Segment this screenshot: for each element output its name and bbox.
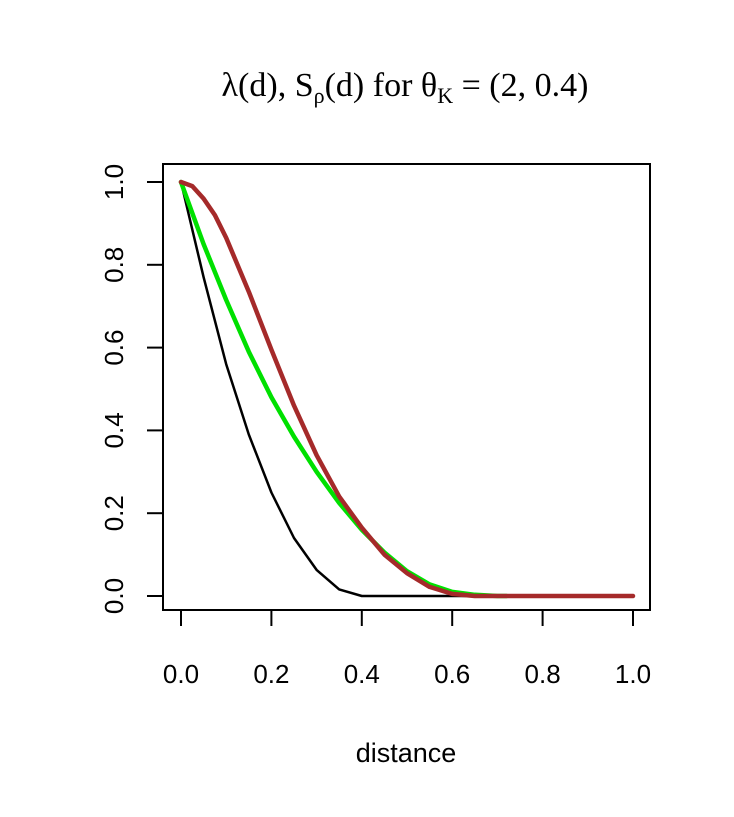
- x-tick-label: 0.4: [344, 659, 380, 689]
- title-d1: (d),: [238, 67, 295, 104]
- x-tick-label: 0.6: [434, 659, 470, 689]
- title-d2: (d): [325, 67, 365, 104]
- x-axis-label: distance: [356, 738, 457, 768]
- y-tick-label: 0.8: [99, 247, 129, 283]
- y-tick-label: 0.4: [99, 412, 129, 448]
- axes: 0.0 0.2 0.4 0.6 0.8 1.0 0.0 0.2 0.4 0.6 0.8 1.0: [99, 164, 651, 689]
- x-tick-label: 0.2: [253, 659, 289, 689]
- plot-frame: [162, 163, 651, 611]
- title-k-subscript: K: [437, 83, 453, 108]
- x-tick-label: 1.0: [615, 659, 651, 689]
- x-tick-label: 0.8: [525, 659, 561, 689]
- title-lambda: λ: [222, 67, 239, 104]
- title-s: S: [295, 67, 314, 104]
- y-tick-label: 1.0: [99, 164, 129, 200]
- title-equals: =: [453, 67, 489, 104]
- chart-title: λ(d), Sρ(d) for θK = (2, 0.4): [222, 67, 589, 108]
- series-line-1: [179, 180, 635, 598]
- x-tick-label: 0.0: [163, 659, 199, 689]
- y-tick-label: 0.6: [99, 330, 129, 366]
- y-tick-label: 0.0: [99, 578, 129, 614]
- title-values: (2, 0.4): [489, 67, 588, 104]
- title-rho-subscript: ρ: [314, 83, 325, 108]
- plot-area: [178, 179, 636, 599]
- title-for: for: [364, 67, 421, 104]
- series-line-3: [178, 179, 636, 599]
- title-theta: θ: [421, 67, 437, 104]
- y-tick-label: 0.2: [99, 495, 129, 531]
